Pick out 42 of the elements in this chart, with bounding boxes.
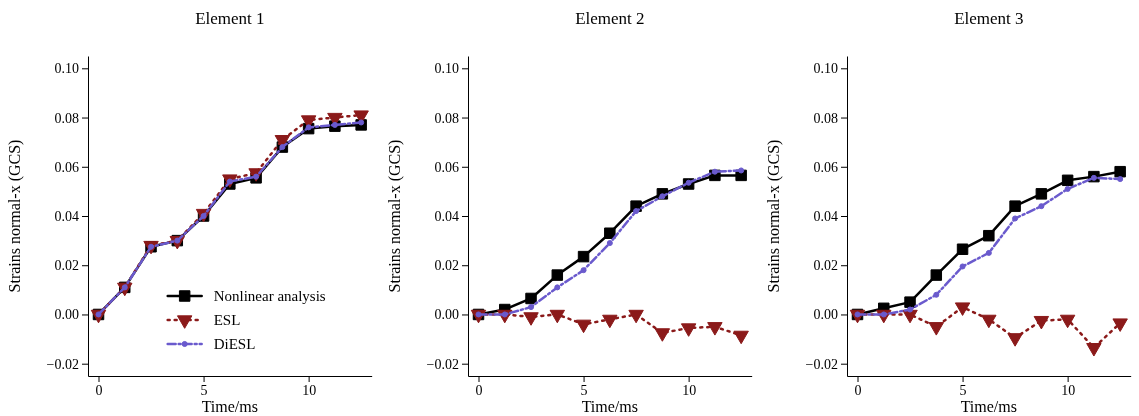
y-tick-label: 0.06 — [434, 159, 459, 175]
chart-title: Element 3 — [954, 9, 1024, 28]
y-tick-label: 0.10 — [434, 61, 459, 77]
y-tick-label: −0.02 — [426, 356, 459, 372]
x-tick-label: 10 — [1061, 382, 1076, 398]
y-tick-label: 0.00 — [813, 307, 839, 323]
x-tick-label: 10 — [302, 382, 317, 398]
x-tick-label: 0 — [475, 382, 483, 398]
y-tick-label: 0.10 — [813, 61, 839, 77]
x-axis-title: Time/ms — [581, 398, 638, 415]
x-axis-title: Time/ms — [201, 398, 258, 415]
legend-label: DiESL — [213, 336, 256, 352]
x-tick-label: 5 — [580, 382, 588, 398]
y-tick-label: −0.02 — [805, 356, 839, 372]
y-axis-title: Strains normal-x (GCS) — [765, 139, 784, 293]
x-tick-label: 0 — [854, 382, 862, 398]
y-tick-label: 0.08 — [54, 110, 79, 126]
y-tick-label: 0.02 — [434, 258, 459, 274]
y-tick-label: 0.06 — [54, 159, 79, 175]
y-tick-label: 0.06 — [813, 159, 839, 175]
legend-label: ESL — [213, 312, 241, 328]
x-tick-label: 0 — [95, 382, 103, 398]
legend-label: Nonlinear analysis — [213, 288, 326, 304]
chart-title: Element 1 — [195, 9, 265, 28]
x-tick-label: 5 — [200, 382, 208, 398]
y-tick-label: 0.02 — [54, 258, 79, 274]
chart-title: Element 2 — [574, 9, 645, 28]
y-tick-label: 0.08 — [813, 110, 839, 126]
x-axis-title: Time/ms — [960, 398, 1018, 415]
y-tick-label: −0.02 — [46, 356, 79, 372]
y-tick-label: 0.00 — [434, 307, 459, 323]
y-tick-label: 0.00 — [54, 307, 79, 323]
x-tick-label: 10 — [681, 382, 696, 398]
y-axis-title: Strains normal-x (GCS) — [6, 139, 24, 293]
y-tick-label: 0.04 — [434, 208, 459, 224]
y-tick-label: 0.10 — [54, 61, 79, 77]
y-tick-label: 0.04 — [813, 208, 839, 224]
y-tick-label: 0.08 — [434, 110, 459, 126]
y-tick-label: 0.04 — [54, 208, 79, 224]
y-axis-title: Strains normal-x (GCS) — [385, 139, 404, 293]
x-tick-label: 5 — [959, 382, 967, 398]
y-tick-label: 0.02 — [813, 258, 839, 274]
